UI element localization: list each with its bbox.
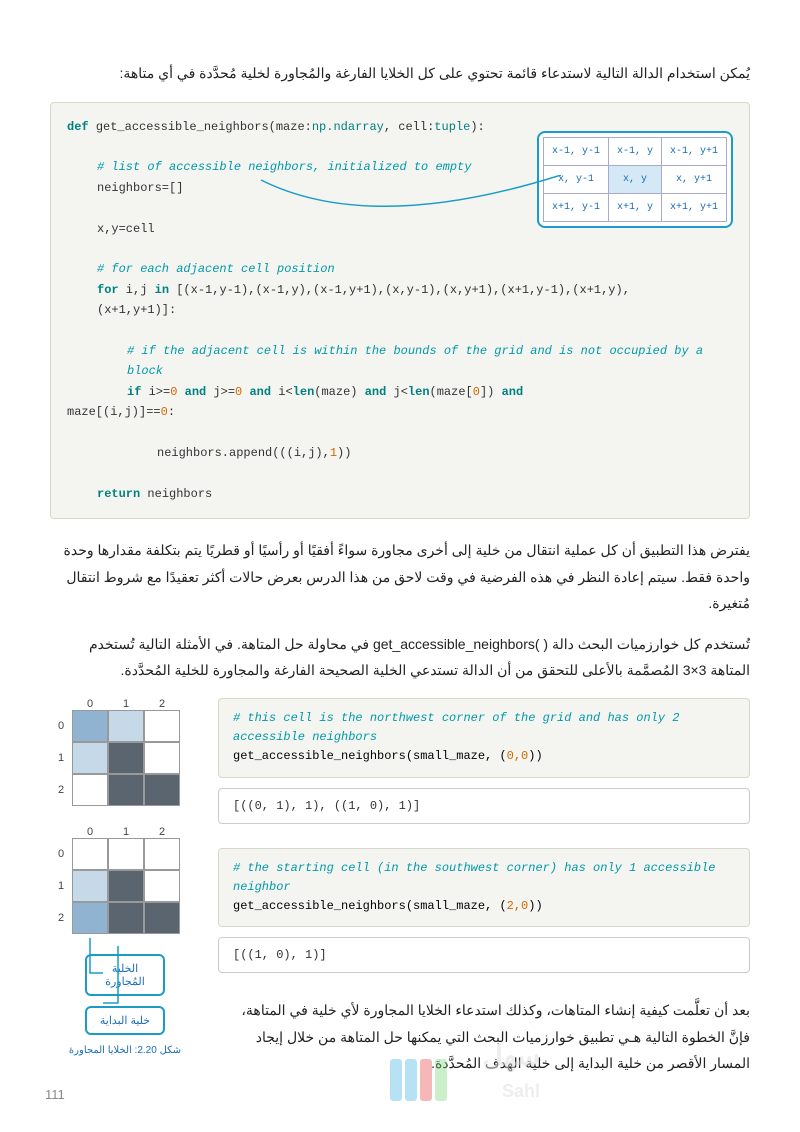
maze-grid-2: 012 0 1 2 xyxy=(50,826,200,934)
maze-grid-1: 012 0 1 2 xyxy=(50,698,200,806)
main-code-block: def get_accessible_neighbors(maze:np.nda… xyxy=(50,102,750,519)
label-start: خلية البداية xyxy=(85,1006,165,1035)
paragraph-1: يفترض هذا التطبيق أن كل عملية انتقال من … xyxy=(50,537,750,617)
output-1: [((0, 1), 1), ((1, 0), 1)] xyxy=(218,788,750,824)
connector-lines xyxy=(78,938,138,1008)
comment-2: # for each adjacent cell position xyxy=(67,259,733,279)
comment-3: # if the adjacent cell is within the bou… xyxy=(67,341,733,382)
page-number: 111 xyxy=(45,1087,65,1102)
figure-caption: شكل 2.20: الخلايا المجاورة xyxy=(50,1045,200,1056)
arrow-connector xyxy=(251,175,571,255)
code-snippet-2: # the starting cell (in the southwest co… xyxy=(218,848,750,928)
code-line: (x+1,y+1)]: xyxy=(67,300,733,320)
paragraph-2: تُستخدم كل خوارزميات البحث دالة ( )get_a… xyxy=(50,631,750,684)
kw-def: def xyxy=(67,120,89,134)
watermark-logo xyxy=(390,1059,450,1106)
watermark-text: سهلSahl xyxy=(482,1039,540,1104)
code-snippet-1: # this cell is the northwest corner of t… xyxy=(218,698,750,778)
fn-name: get_accessible_neighbors xyxy=(96,120,269,134)
intro-text: يُمكن استخدام الدالة التالية لاستدعاء قا… xyxy=(50,60,750,87)
output-2: [((1, 0), 1)] xyxy=(218,937,750,973)
